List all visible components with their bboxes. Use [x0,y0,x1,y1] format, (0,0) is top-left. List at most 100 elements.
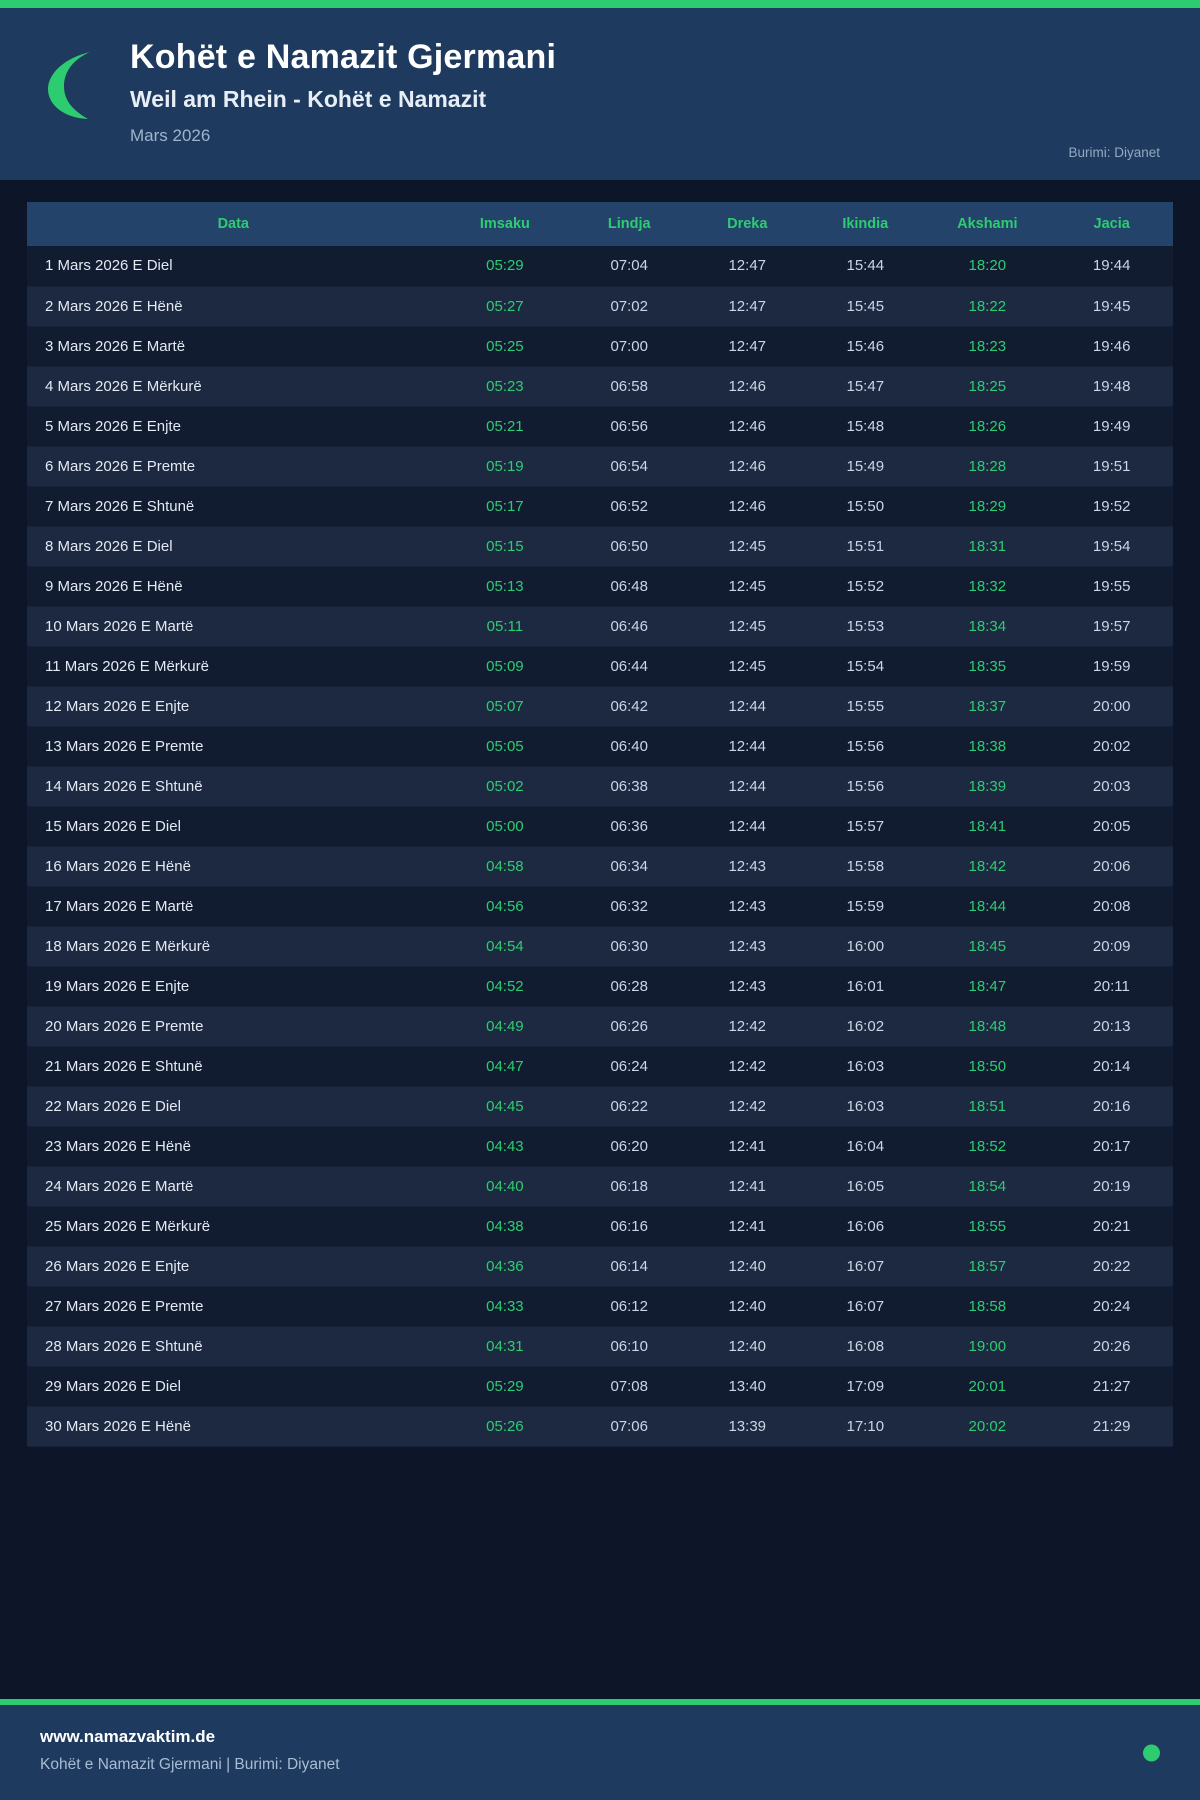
page-footer: www.namazvaktim.de Kohët e Namazit Gjerm… [0,1705,1200,1800]
cell-imsaku: 05:17 [439,486,571,527]
cell-date: 30 Mars 2026 E Hënë [27,1406,440,1447]
cell-imsaku: 04:47 [439,1046,571,1087]
cell-imsaku: 05:13 [439,566,571,607]
cell-lindja: 06:14 [570,1246,689,1287]
column-header-jacia[interactable]: Jacia [1050,202,1173,246]
column-header-data[interactable]: Data [27,202,440,246]
cell-imsaku: 05:21 [439,406,571,447]
cell-date: 4 Mars 2026 E Mërkurë [27,366,440,407]
cell-date: 19 Mars 2026 E Enjte [27,966,440,1007]
footer-website-link[interactable]: www.namazvaktim.de [40,1727,216,1746]
cell-akshami: 18:42 [924,846,1051,887]
cell-lindja: 06:12 [570,1286,689,1327]
table-row: 3 Mars 2026 E Martë 05:25 07:00 12:47 15:46 1… [27,326,1173,367]
cell-lindja: 06:32 [570,886,689,927]
cell-imsaku: 04:43 [439,1126,571,1167]
cell-jacia: 20:21 [1050,1206,1173,1247]
cell-jacia: 19:49 [1050,406,1173,447]
cell-dreka: 12:44 [688,726,807,767]
cell-imsaku: 05:07 [439,686,571,727]
cell-akshami: 20:01 [924,1366,1051,1407]
cell-ikindia: 17:09 [806,1366,925,1407]
status-dot-icon [1143,1744,1160,1761]
cell-lindja: 06:30 [570,926,689,967]
cell-ikindia: 16:07 [806,1286,925,1327]
cell-jacia: 20:19 [1050,1166,1173,1207]
cell-ikindia: 15:47 [806,366,925,407]
cell-akshami: 18:31 [924,526,1051,567]
cell-akshami: 18:37 [924,686,1051,727]
cell-ikindia: 15:56 [806,726,925,767]
table-row: 1 Mars 2026 E Diel 05:29 07:04 12:47 15:44 18… [27,246,1173,287]
cell-imsaku: 05:15 [439,526,571,567]
column-header-akshami[interactable]: Akshami [924,202,1051,246]
cell-imsaku: 04:56 [439,886,571,927]
cell-jacia: 21:27 [1050,1366,1173,1407]
cell-imsaku: 05:29 [439,1366,571,1407]
cell-date: 15 Mars 2026 E Diel [27,806,440,847]
cell-jacia: 20:26 [1050,1326,1173,1367]
cell-dreka: 12:46 [688,406,807,447]
table-row: 6 Mars 2026 E Premte 05:19 06:54 12:46 15:49… [27,446,1173,487]
cell-dreka: 12:46 [688,446,807,487]
cell-imsaku: 04:45 [439,1086,571,1127]
cell-lindja: 06:18 [570,1166,689,1207]
cell-dreka: 12:46 [688,366,807,407]
cell-akshami: 18:47 [924,966,1051,1007]
cell-akshami: 18:48 [924,1006,1051,1047]
footer-subtitle: Kohët e Namazit Gjermani | Burimi: Diyan… [40,1756,340,1773]
column-header-lindja[interactable]: Lindja [570,202,689,246]
cell-lindja: 07:04 [570,246,689,287]
cell-ikindia: 16:05 [806,1166,925,1207]
cell-jacia: 20:11 [1050,966,1173,1007]
table-header-row: Data Imsaku Lindja Dreka Ikindia Akshami… [27,202,1173,246]
cell-lindja: 06:16 [570,1206,689,1247]
cell-dreka: 12:40 [688,1246,807,1287]
cell-date: 7 Mars 2026 E Shtunë [27,486,440,527]
column-header-imsaku[interactable]: Imsaku [439,202,571,246]
cell-date: 5 Mars 2026 E Enjte [27,406,440,447]
cell-akshami: 18:39 [924,766,1051,807]
cell-dreka: 13:39 [688,1406,807,1447]
cell-imsaku: 05:11 [439,606,571,647]
table-row: 8 Mars 2026 E Diel 05:15 06:50 12:45 15:51 18… [27,526,1173,567]
cell-jacia: 20:09 [1050,926,1173,967]
cell-dreka: 12:43 [688,966,807,1007]
cell-ikindia: 15:52 [806,566,925,607]
cell-date: 8 Mars 2026 E Diel [27,526,440,567]
column-header-ikindia[interactable]: Ikindia [806,202,925,246]
table-row: 9 Mars 2026 E Hënë 05:13 06:48 12:45 15:52 18… [27,566,1173,607]
cell-dreka: 12:45 [688,606,807,647]
cell-jacia: 20:13 [1050,1006,1173,1047]
cell-akshami: 18:52 [924,1126,1051,1167]
table-row: 18 Mars 2026 E Mërkurë 04:54 06:30 12:43 16:… [27,926,1173,967]
cell-date: 29 Mars 2026 E Diel [27,1366,440,1407]
table-row: 11 Mars 2026 E Mërkurë 05:09 06:44 12:45 15:… [27,646,1173,687]
cell-ikindia: 15:50 [806,486,925,527]
cell-ikindia: 16:00 [806,926,925,967]
cell-jacia: 20:22 [1050,1246,1173,1287]
cell-jacia: 20:00 [1050,686,1173,727]
cell-jacia: 21:29 [1050,1406,1173,1447]
cell-dreka: 12:43 [688,846,807,887]
cell-jacia: 20:03 [1050,766,1173,807]
column-header-dreka[interactable]: Dreka [688,202,807,246]
cell-lindja: 06:34 [570,846,689,887]
table-row: 19 Mars 2026 E Enjte 04:52 06:28 12:43 16:01… [27,966,1173,1007]
cell-akshami: 18:25 [924,366,1051,407]
cell-jacia: 19:52 [1050,486,1173,527]
cell-jacia: 19:54 [1050,526,1173,567]
cell-lindja: 06:42 [570,686,689,727]
cell-ikindia: 15:45 [806,286,925,327]
table-row: 20 Mars 2026 E Premte 04:49 06:26 12:42 16:0… [27,1006,1173,1047]
cell-akshami: 18:44 [924,886,1051,927]
cell-akshami: 18:35 [924,646,1051,687]
cell-akshami: 18:41 [924,806,1051,847]
cell-dreka: 12:44 [688,766,807,807]
cell-ikindia: 15:49 [806,446,925,487]
cell-date: 17 Mars 2026 E Martë [27,886,440,927]
cell-date: 25 Mars 2026 E Mërkurë [27,1206,440,1247]
page-header: Kohët e Namazit Gjermani Weil am Rhein -… [0,8,1200,180]
table-row: 30 Mars 2026 E Hënë 05:26 07:06 13:39 17:10 2… [27,1406,1173,1447]
cell-jacia: 20:17 [1050,1126,1173,1167]
